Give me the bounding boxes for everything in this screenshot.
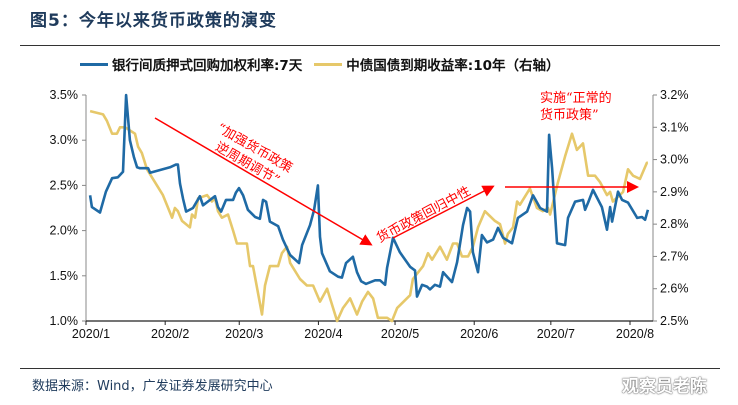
x-tick-label: 2020/4 [304, 327, 342, 341]
footer-divider [20, 368, 720, 369]
series-line-repo-rate [88, 93, 650, 298]
x-tick-label: 2020/7 [537, 327, 575, 341]
y-left-tick-label: 3.5% [50, 88, 79, 102]
y-right-tick-label: 3.1% [660, 120, 689, 134]
x-tick-label: 2020/1 [72, 327, 110, 341]
legend-item-repo-rate: 银行间质押式回购加权利率:7天 [80, 54, 302, 74]
title-divider [20, 45, 720, 46]
y-right-tick-label: 2.5% [660, 314, 689, 328]
y-right-tick-label: 2.8% [660, 217, 689, 231]
y-left-tick-label: 2.0% [50, 224, 79, 238]
y-left-tick-label: 2.5% [50, 178, 79, 192]
y-left-tick-label: 1.5% [50, 269, 79, 283]
legend-label: 银行间质押式回购加权利率:7天 [112, 58, 303, 74]
legend-label: 中债国债到期收益率:10年（右轴） [346, 58, 560, 74]
annotation-arrow-up [392, 185, 495, 239]
figure-title: 图5：今年以来货币政策的演变 [30, 11, 277, 31]
chart-legend: 银行间质押式回购加权利率:7天 中债国债到期收益率:10年（右轴） [80, 54, 559, 74]
watermark: 观察员老陈 [622, 377, 707, 397]
legend-swatch-yellow [314, 62, 343, 66]
legend-swatch-blue [80, 62, 108, 66]
legend-item-bond-yield: 中债国债到期收益率:10年（右轴） [314, 54, 559, 74]
x-tick-label: 2020/5 [381, 327, 419, 341]
y-left-tick-label: 3.0% [50, 133, 79, 147]
y-right-tick-label: 2.6% [660, 282, 689, 296]
x-tick-label: 2020/8 [616, 327, 654, 341]
data-source: 数据来源：Wind，广发证券发展研究中心 [32, 379, 273, 394]
annotation-arrow-down [154, 117, 373, 246]
x-tick-label: 2020/6 [460, 327, 498, 341]
y-right-tick-label: 3.0% [660, 153, 689, 167]
x-tick-label: 2020/3 [225, 327, 263, 341]
annotation-normal-policy: 实施“正常的 货币政策” [540, 90, 612, 124]
y-right-tick-label: 2.7% [660, 249, 689, 263]
x-tick-label: 2020/2 [151, 327, 189, 341]
annotation-text: 实施“正常的 [540, 91, 612, 106]
y-left-tick-label: 1.0% [50, 314, 79, 328]
y-right-tick-label: 2.9% [660, 185, 689, 199]
y-right-tick-label: 3.2% [660, 88, 689, 102]
series-line-bond-yield [89, 109, 649, 323]
annotation-text: 货币政策” [540, 108, 599, 123]
